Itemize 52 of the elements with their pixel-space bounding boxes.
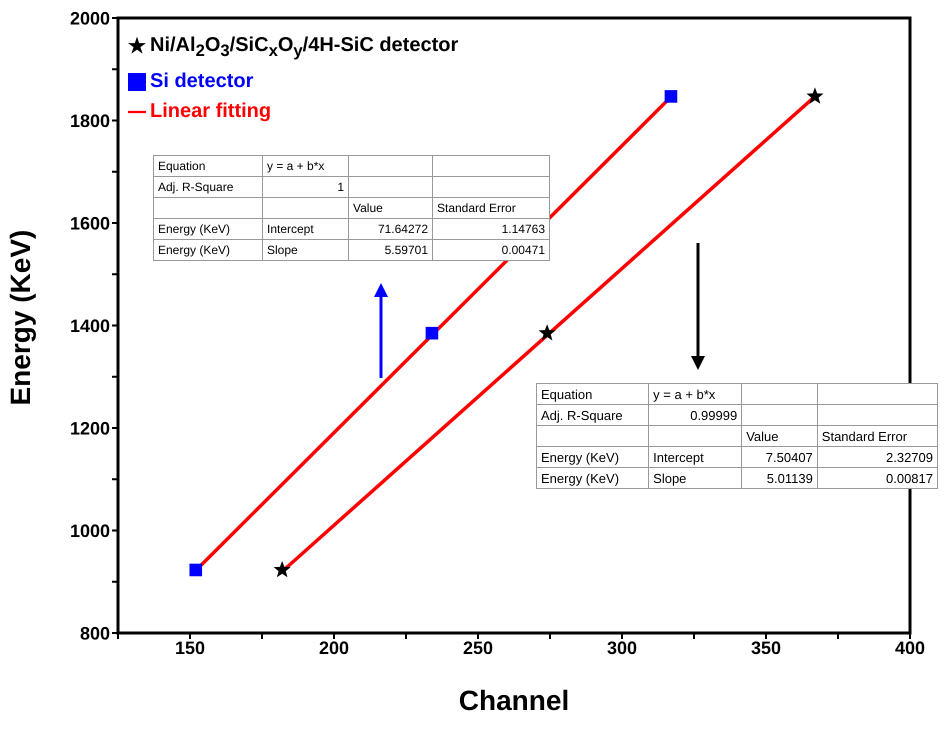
annotation: 0.99999 (648, 404, 742, 426)
x-tick-label: 150 (174, 638, 206, 658)
annotation: Standard Error (817, 426, 938, 446)
annotation: Adj. R-Square (536, 404, 649, 426)
y-tick-label: 1200 (70, 418, 110, 438)
annotation: Value (348, 198, 432, 218)
x-axis-title: Channel (458, 685, 570, 716)
annotation: 0.00471 (432, 240, 550, 260)
x-tick-label: 400 (894, 638, 926, 658)
annotation: 5.59701 (348, 240, 432, 260)
annotation: 5.01139 (742, 468, 818, 488)
annotation: 2.32709 (817, 446, 938, 468)
annotation: Adj. R-Square (154, 176, 262, 198)
point (538, 324, 556, 340)
annotation: y = a + b*x (262, 156, 348, 176)
annotation: y = a + b*x (648, 384, 742, 404)
point (806, 87, 824, 104)
legend-label: Linear fitting (150, 100, 272, 122)
annotation: Intercept (262, 218, 348, 240)
y-axis-title: Energy (KeV) (4, 230, 36, 406)
annotation: Energy (KeV) (536, 468, 649, 488)
point (426, 326, 438, 340)
annotation: Intercept (648, 446, 742, 468)
x-tick-label: 250 (462, 638, 494, 658)
annotation: Equation (536, 384, 649, 404)
annotation: 1 (262, 176, 348, 198)
annotation: 0.00817 (817, 468, 938, 488)
x-tick-label: 300 (606, 638, 638, 658)
annotation: Slope (262, 240, 348, 260)
x-tick-label: 350 (750, 638, 782, 658)
y-tick-label: 2000 (70, 8, 110, 28)
annotation: Slope (648, 468, 742, 488)
y-tick-label: 1000 (70, 520, 110, 541)
y-tick-label: 1600 (70, 213, 110, 234)
annotation: Energy (KeV) (154, 218, 262, 240)
point (664, 90, 678, 103)
annotation: Value (742, 426, 818, 446)
point (274, 560, 291, 578)
x-tick-label: 200 (318, 638, 350, 658)
annotation: 1.14763 (432, 218, 550, 240)
y-tick-label: 800 (80, 623, 110, 644)
legend-label: Si detector (150, 70, 254, 92)
annotation: Energy (KeV) (154, 240, 262, 260)
annotation: Standard Error (432, 198, 550, 218)
y-tick-label: 1800 (70, 110, 110, 131)
annotation: 71.64272 (348, 218, 432, 240)
annotation: 7.50407 (742, 446, 818, 468)
text: Ni/Al$_{2}$O$_{3}$/SiC$_{x}$O$_{y}$/4H-SiC detector (150, 34, 458, 60)
annotation: Energy (KeV) (536, 446, 649, 468)
y-tick-label: 1400 (70, 316, 110, 336)
point (189, 564, 202, 576)
annotation: Equation (154, 156, 262, 176)
